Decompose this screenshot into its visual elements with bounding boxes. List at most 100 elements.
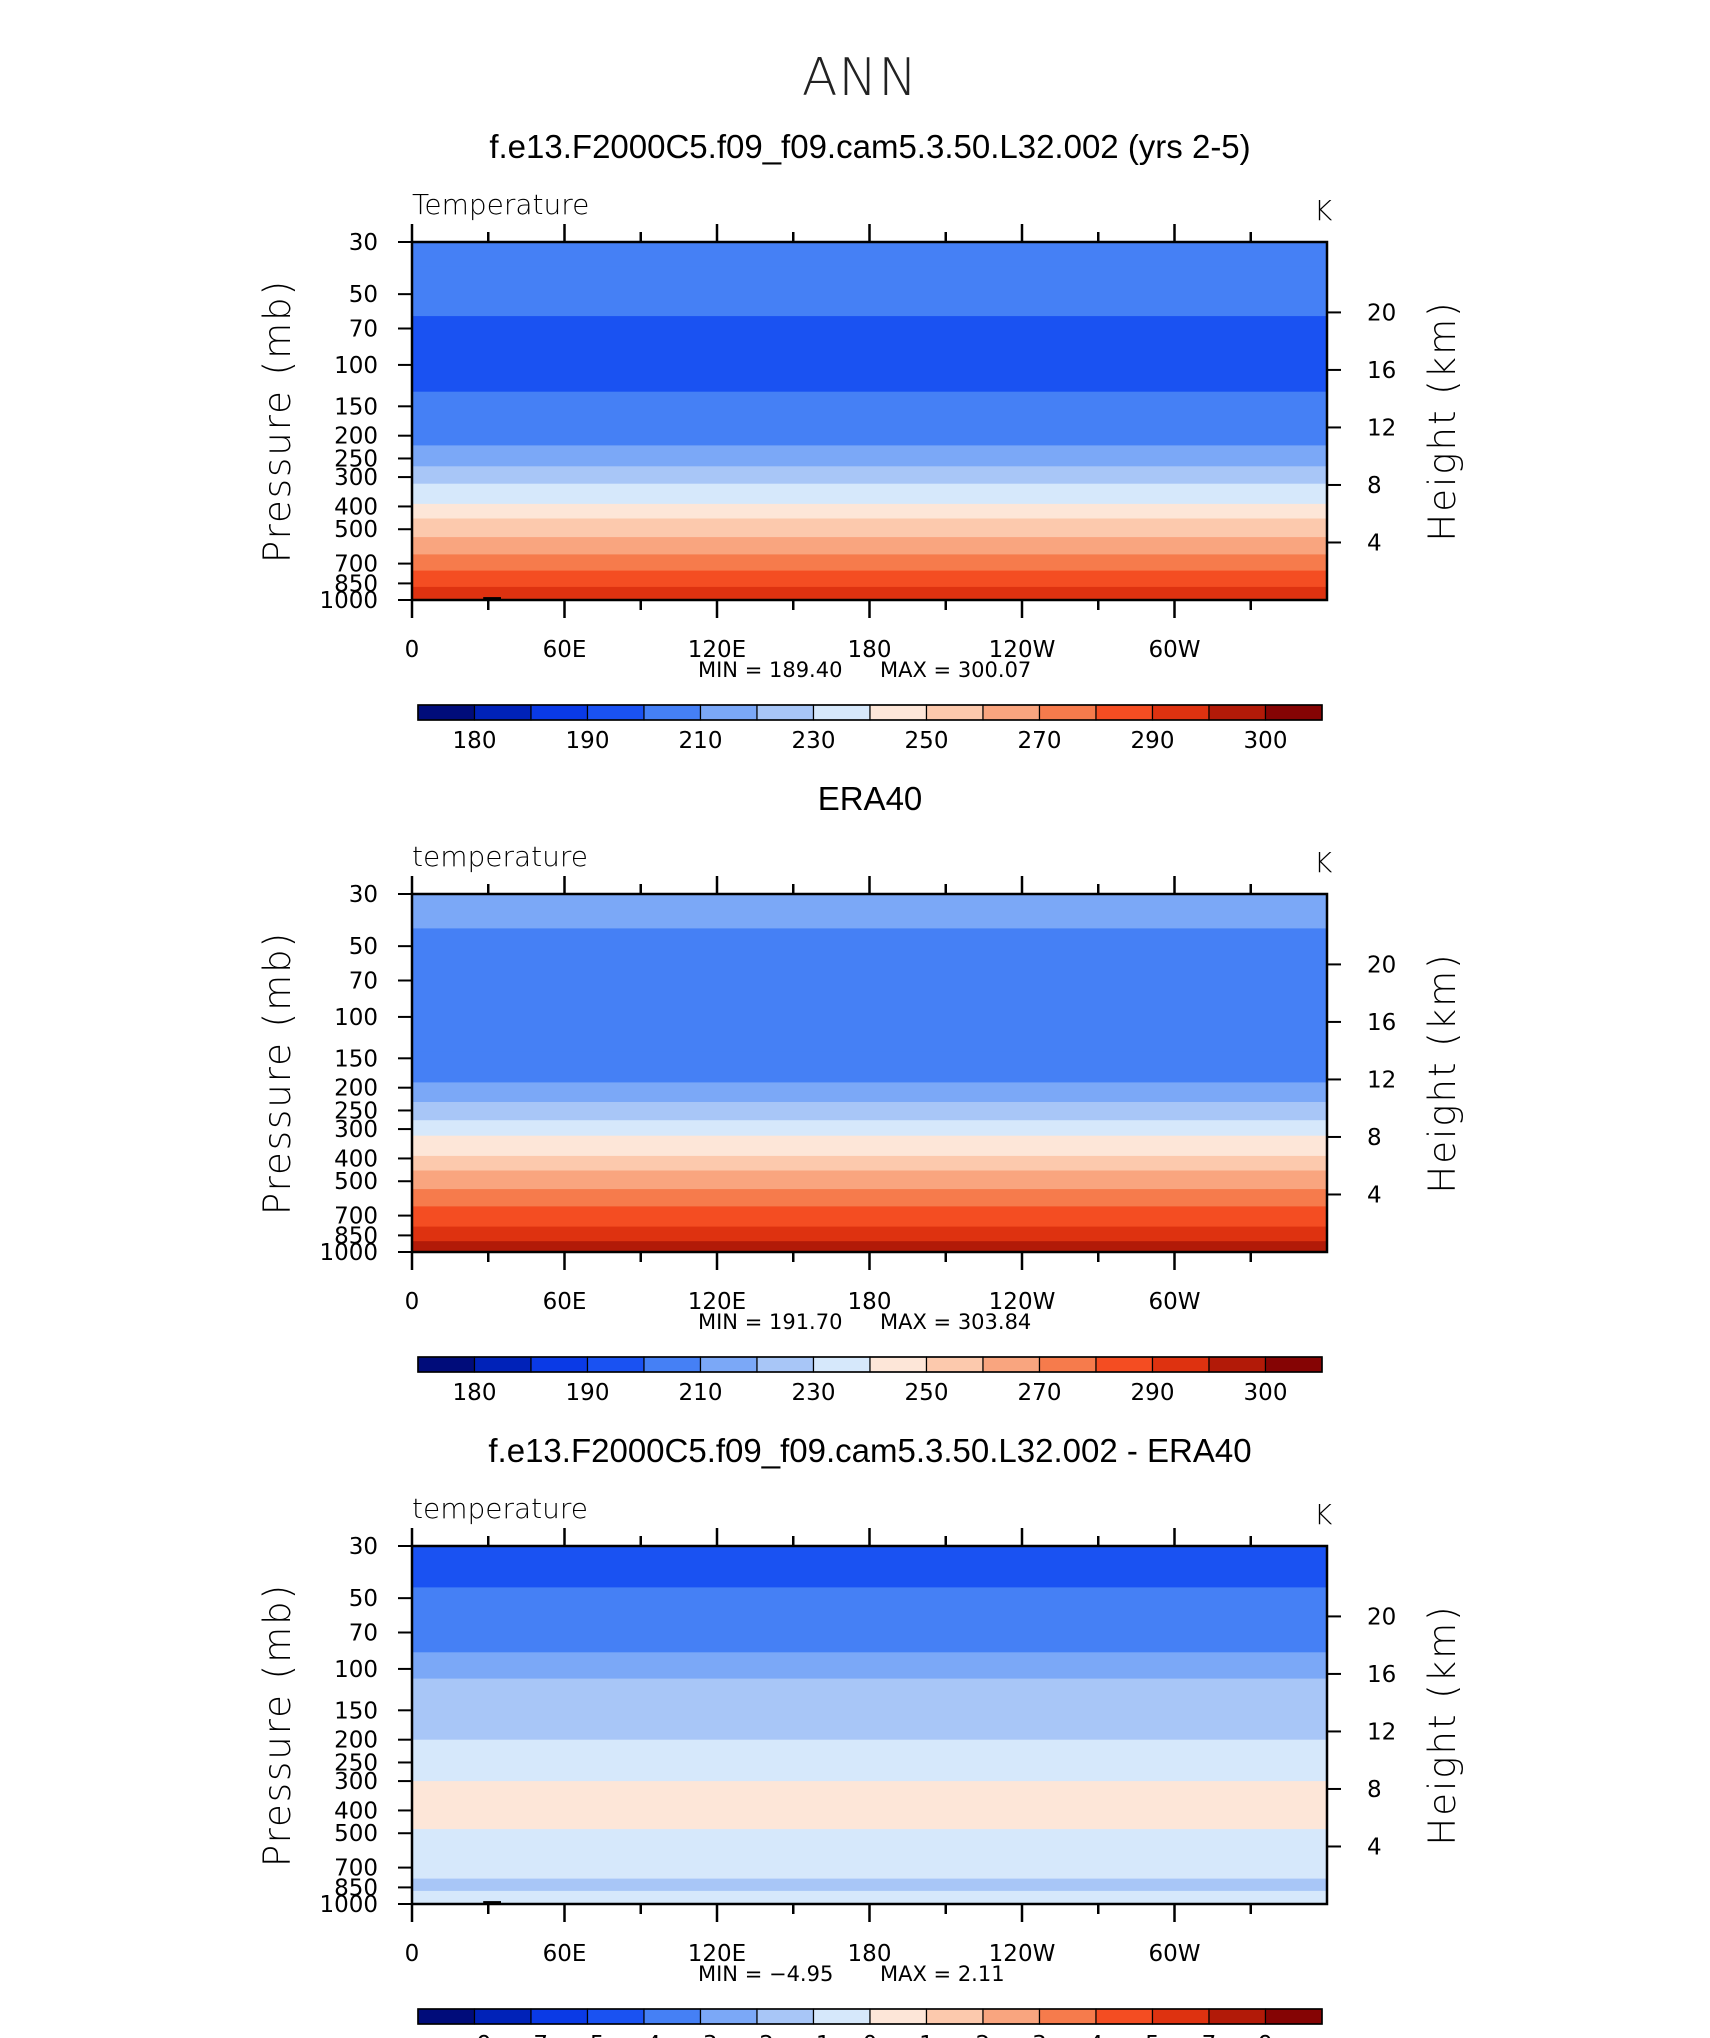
- contour-band: [412, 974, 1327, 1052]
- figure-title: ANN: [802, 48, 918, 108]
- x-tick-label: 60W: [1148, 1289, 1200, 1315]
- contour-band: [412, 554, 1327, 572]
- colorbar-label: −1: [797, 2032, 831, 2038]
- y-tick-label: 100: [334, 1005, 378, 1031]
- units-label: K: [1314, 1498, 1333, 1531]
- colorbar-box: [417, 704, 476, 721]
- contour-band: [412, 1135, 1327, 1157]
- colorbar-box: [1208, 1356, 1267, 1373]
- x-tick-label: 120E: [688, 1941, 746, 1967]
- colorbar-label: 250: [905, 728, 949, 754]
- colorbar-label: −2: [740, 2032, 774, 2038]
- colorbar-box: [982, 2008, 1041, 2025]
- y-tick-label: 70: [349, 969, 378, 995]
- colorbar-label: 250: [905, 1380, 949, 1406]
- colorbar-label: 180: [453, 1380, 497, 1406]
- colorbar-box: [699, 2008, 758, 2025]
- panel-3: f.e13.F2000C5.f09_f09.cam5.3.50.L32.002 …: [256, 1432, 1464, 2038]
- colorbar-frame: [417, 704, 1323, 721]
- topography-mask: [483, 1901, 501, 1904]
- contour-band: [412, 1241, 1327, 1253]
- contour-bands: [412, 894, 1327, 1253]
- colorbar-label: −3: [684, 2032, 718, 2038]
- y-tick-label: 500: [334, 1169, 378, 1195]
- y-right-axis-label: Height (km): [1421, 300, 1464, 541]
- colorbar-box: [530, 2008, 589, 2025]
- colorbar-box: [1208, 704, 1267, 721]
- contour-band: [412, 1051, 1327, 1084]
- y-right-tick-label: 4: [1367, 1834, 1382, 1860]
- x-tick-label: 60E: [543, 637, 587, 663]
- colorbar-box: [982, 1356, 1041, 1373]
- y-right-tick-label: 12: [1367, 415, 1396, 441]
- x-tick-label: 60E: [543, 1941, 587, 1967]
- colorbar-label: 180: [453, 728, 497, 754]
- colorbar-box: [1095, 2008, 1154, 2025]
- colorbar-box: [756, 2008, 815, 2025]
- y-tick-label: 150: [334, 1698, 378, 1724]
- contour-band: [412, 424, 1327, 446]
- colorbar-box: [473, 2008, 532, 2025]
- contour-band: [412, 1102, 1327, 1121]
- y-tick-label: 500: [334, 1821, 378, 1847]
- y-tick-label: 150: [334, 1046, 378, 1072]
- y-tick-label: 50: [349, 282, 378, 308]
- y-tick-label: 850: [334, 1875, 378, 1901]
- colorbar-box: [756, 704, 815, 721]
- colorbar-box: [417, 2008, 476, 2025]
- colorbar-label: 3: [1032, 2032, 1047, 2038]
- colorbar-label: −9: [458, 2032, 492, 2038]
- colorbar-label: 270: [1018, 1380, 1062, 1406]
- colorbar-box: [869, 2008, 928, 2025]
- panel-2: ERA40 temperature K 0 60E 120E 180 120W 60W 30 50 7…: [256, 780, 1464, 1406]
- contour-band: [412, 1155, 1327, 1172]
- y-tick-label: 70: [349, 317, 378, 343]
- colorbar-box: [925, 1356, 984, 1373]
- contour-band: [412, 1678, 1327, 1741]
- y-tick-label: 300: [334, 1117, 378, 1143]
- y-tick-label: 200: [334, 1076, 378, 1102]
- contour-band: [412, 466, 1327, 485]
- contour-band: [412, 1739, 1327, 1782]
- min-label: MIN = −4.95: [698, 1962, 833, 1986]
- contour-band: [412, 1652, 1327, 1680]
- colorbar-label: 270: [1018, 728, 1062, 754]
- min-label: MIN = 191.70: [698, 1310, 842, 1334]
- contour-band: [412, 537, 1327, 555]
- y-axis-label: Pressure (mb): [256, 1583, 299, 1867]
- y-tick-label: 400: [334, 494, 378, 520]
- colorbar-box: [812, 2008, 871, 2025]
- y-tick-label: 30: [349, 1534, 378, 1560]
- contour-band: [412, 316, 1327, 393]
- colorbar-box: [925, 2008, 984, 2025]
- x-tick-label: 0: [405, 1289, 420, 1315]
- colorbar-box: [1264, 2008, 1323, 2025]
- y-right-tick-label: 4: [1367, 530, 1382, 556]
- contour-band: [412, 1170, 1327, 1190]
- colorbar-box: [869, 704, 928, 721]
- y-right-tick-label: 20: [1367, 1604, 1396, 1630]
- contour-band: [412, 1226, 1327, 1242]
- panel-1: f.e13.F2000C5.f09_f09.cam5.3.50.L32.002 …: [256, 128, 1464, 754]
- colorbar-label: 230: [792, 1380, 836, 1406]
- colorbar-box: [1208, 2008, 1267, 2025]
- colorbar-label: 0: [863, 2032, 878, 2038]
- colorbar-label: 2: [976, 2032, 991, 2038]
- colorbar-label: 190: [566, 728, 610, 754]
- colorbar-box: [1151, 1356, 1210, 1373]
- y-tick-label: 400: [334, 1146, 378, 1172]
- y-tick-label: 150: [334, 394, 378, 420]
- y-tick-label: 50: [349, 1586, 378, 1612]
- variable-label: Temperature: [412, 188, 589, 221]
- x-tick-label: 120W: [989, 1941, 1056, 1967]
- colorbar-box: [1038, 704, 1097, 721]
- colorbar-box: [869, 1356, 928, 1373]
- max-label: MAX = 300.07: [880, 658, 1031, 682]
- y-tick-label: 1000: [319, 1892, 378, 1918]
- y-right-tick-label: 4: [1367, 1182, 1382, 1208]
- colorbar-label: 5: [1145, 2032, 1160, 2038]
- panels: f.e13.F2000C5.f09_f09.cam5.3.50.L32.002 …: [256, 128, 1464, 2038]
- colorbar-box: [643, 2008, 702, 2025]
- colorbar-box: [586, 1356, 645, 1373]
